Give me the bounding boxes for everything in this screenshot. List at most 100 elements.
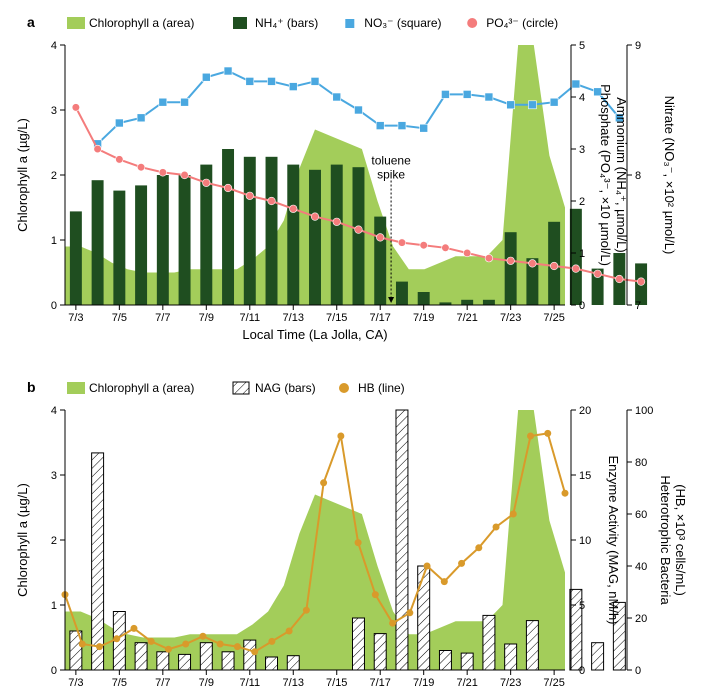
ytick-right1: 2 xyxy=(579,196,585,208)
ytick-left: 3 xyxy=(51,470,57,482)
hb-marker xyxy=(96,643,103,650)
no3-marker xyxy=(485,93,493,101)
xtick: 7/3 xyxy=(68,312,83,324)
nag-bar xyxy=(505,644,517,670)
ytick-right2: 100 xyxy=(635,405,653,417)
xtick: 7/15 xyxy=(326,677,347,689)
xtick: 7/21 xyxy=(456,677,477,689)
no3-marker xyxy=(202,73,210,81)
nag-bar xyxy=(439,651,451,671)
ytick-left: 2 xyxy=(51,535,57,547)
ytick-right1: 5 xyxy=(579,600,585,612)
left-axis-label: Chlorophyll a (µg/L) xyxy=(15,118,30,232)
nh4-bar xyxy=(244,157,256,305)
legend-item: HB (line) xyxy=(339,381,405,395)
nag-bar xyxy=(461,653,473,670)
hb-marker xyxy=(320,479,327,486)
no3-marker xyxy=(333,93,341,101)
ytick-left: 0 xyxy=(51,300,57,312)
right2-axis-label: Heterotrophic Bacteria xyxy=(658,475,673,605)
left-axis-label: Chlorophyll a (µg/L) xyxy=(15,483,30,597)
xtick: 7/23 xyxy=(500,677,521,689)
po4-marker xyxy=(137,163,145,171)
po4-marker xyxy=(507,257,515,265)
legend-item: NH₄⁺ (bars) xyxy=(233,16,318,30)
hb-marker xyxy=(182,641,189,648)
hb-marker xyxy=(268,638,275,645)
po4-marker xyxy=(550,262,558,270)
hb-marker xyxy=(286,628,293,635)
hb-marker xyxy=(303,607,310,614)
hb-marker xyxy=(79,641,86,648)
nh4-bar xyxy=(70,211,82,305)
ytick-right1: 15 xyxy=(579,470,591,482)
chart-root: toluenespike012340123457897/37/57/77/97/… xyxy=(0,0,703,699)
nag-bar xyxy=(92,453,104,670)
nag-bar xyxy=(396,410,408,670)
ytick-left: 3 xyxy=(51,105,57,117)
xtick: 7/13 xyxy=(283,312,304,324)
po4-marker xyxy=(246,192,254,200)
legend-label: Chlorophyll a (area) xyxy=(89,381,194,395)
ytick-right2: 0 xyxy=(635,665,641,677)
hb-marker xyxy=(372,591,379,598)
no3-marker xyxy=(572,80,580,88)
nag-bar xyxy=(353,618,365,670)
no3-marker xyxy=(137,114,145,122)
po4-marker xyxy=(94,145,102,153)
nag-bar xyxy=(135,643,147,670)
no3-marker xyxy=(311,77,319,85)
nh4-bar xyxy=(505,232,517,305)
hb-marker xyxy=(148,638,155,645)
po4-marker xyxy=(72,104,80,112)
nh4-bar xyxy=(157,175,169,305)
po4-marker xyxy=(398,239,406,247)
right1-axis-label: Enzyme Activity (MAG, nM/h) xyxy=(606,455,621,624)
xtick: 7/23 xyxy=(500,312,521,324)
ytick-left: 4 xyxy=(51,40,57,52)
legend-item: PO₄³⁻ (circle) xyxy=(467,16,558,30)
po4-marker xyxy=(463,249,471,257)
no3-marker xyxy=(159,98,167,106)
panel-letter: b xyxy=(27,379,36,395)
ytick-right2: 80 xyxy=(635,457,647,469)
nag-bar xyxy=(287,656,299,670)
xtick: 7/15 xyxy=(326,312,347,324)
legend-label: PO₄³⁻ (circle) xyxy=(486,16,558,30)
hb-marker xyxy=(527,433,534,440)
xtick: 7/17 xyxy=(370,677,391,689)
xtick: 7/9 xyxy=(199,312,214,324)
right1b-axis-label: Ammonium (NH₄⁺, µmol/L) xyxy=(614,97,629,252)
nh4-bar xyxy=(135,185,147,305)
xtick: 7/19 xyxy=(413,677,434,689)
no3-marker xyxy=(507,101,515,109)
po4-marker xyxy=(311,213,319,221)
no3-marker xyxy=(398,122,406,130)
nh4-bar xyxy=(92,180,104,305)
nh4-bar xyxy=(287,165,299,305)
no3-marker xyxy=(289,83,297,91)
legend-item: NAG (bars) xyxy=(233,381,316,395)
ytick-left: 0 xyxy=(51,665,57,677)
nh4-bar xyxy=(309,170,321,305)
ytick-right1: 4 xyxy=(579,92,585,104)
xtick: 7/25 xyxy=(543,312,564,324)
po4-marker xyxy=(159,169,167,177)
nag-bar xyxy=(200,643,212,670)
nag-bar xyxy=(592,643,604,670)
no3-marker xyxy=(376,122,384,130)
hb-marker xyxy=(355,539,362,546)
right2-axis-label: (HB, ×10³ cells/mL) xyxy=(673,484,688,596)
po4-marker xyxy=(355,226,363,234)
nh4-bar xyxy=(396,282,408,305)
legend-label: NAG (bars) xyxy=(255,381,316,395)
toluene-annotation: toluene xyxy=(371,154,411,168)
po4-marker xyxy=(376,234,384,242)
no3-marker xyxy=(550,98,558,106)
hb-marker xyxy=(199,633,206,640)
nag-bar xyxy=(266,657,278,670)
nag-bar xyxy=(526,621,538,670)
legend-label: NO₃⁻ (square) xyxy=(364,16,441,30)
xtick: 7/13 xyxy=(283,677,304,689)
po4-marker xyxy=(268,197,276,205)
